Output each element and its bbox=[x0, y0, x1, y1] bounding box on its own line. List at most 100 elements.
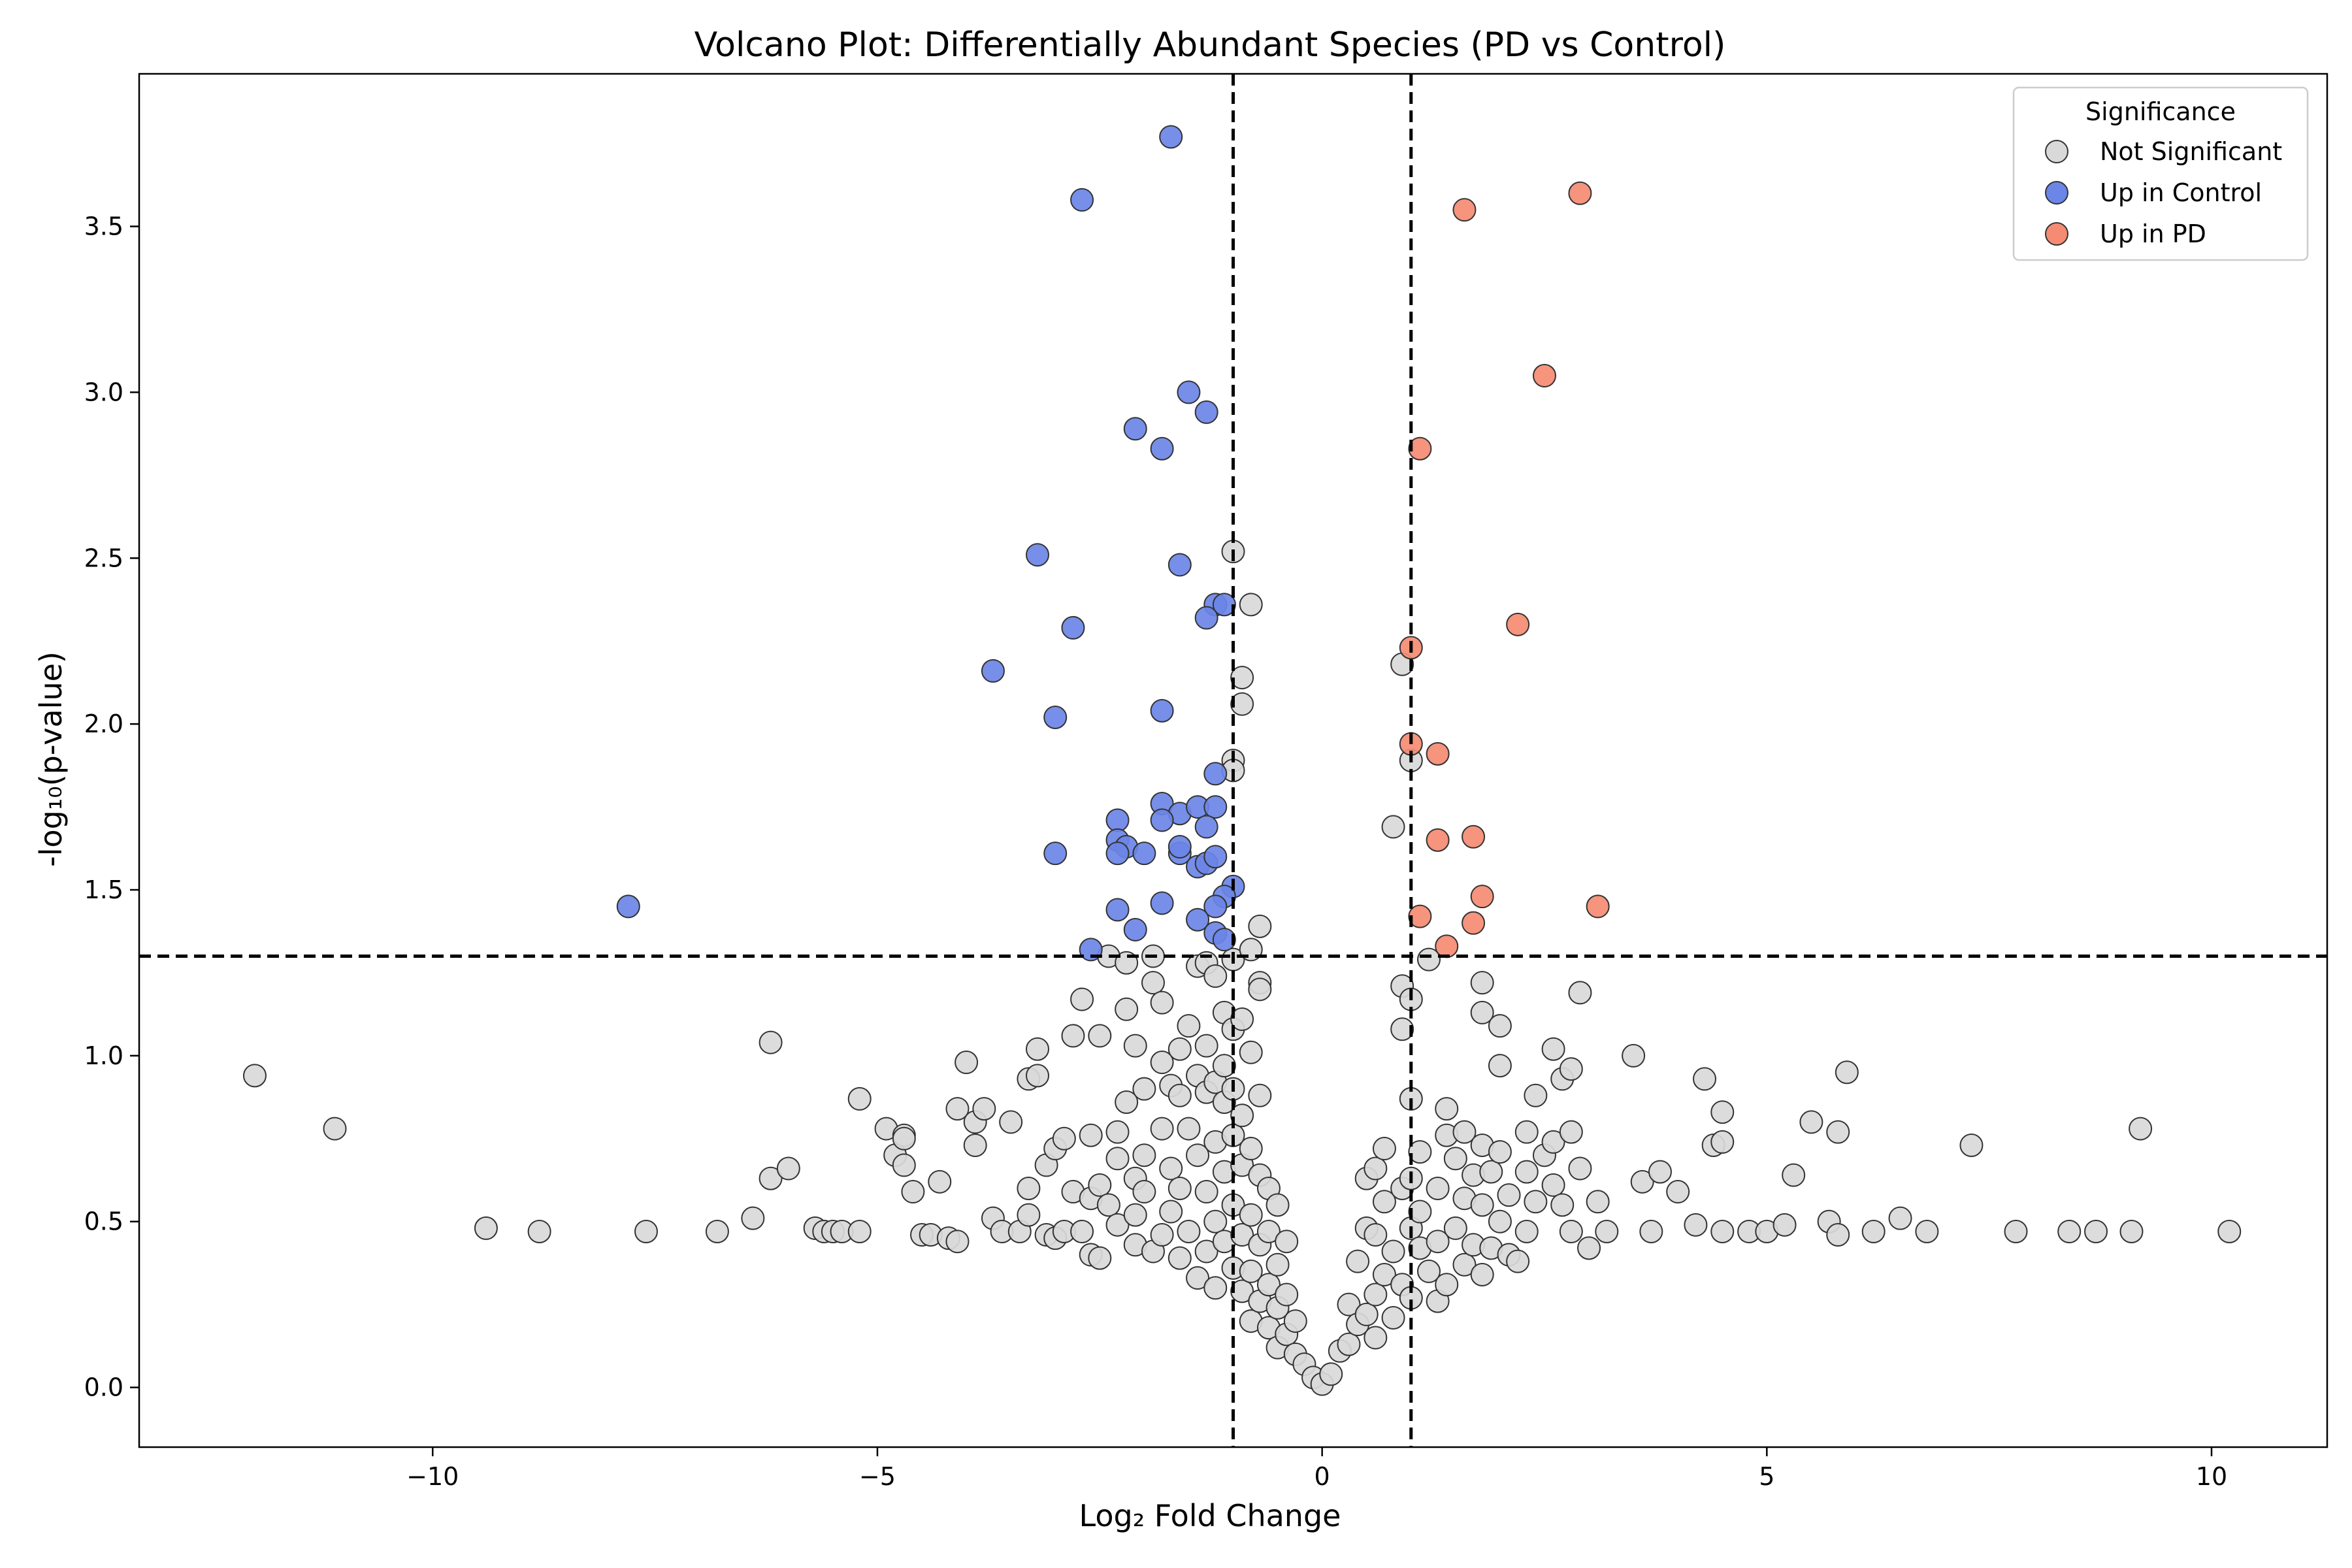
point-not-significant bbox=[999, 1110, 1023, 1134]
point-not-significant bbox=[1514, 1120, 1539, 1144]
point-not-significant bbox=[1203, 1209, 1228, 1233]
point-not-significant bbox=[1684, 1213, 1708, 1237]
point-not-significant bbox=[1248, 1083, 1272, 1107]
point-not-significant bbox=[1452, 1252, 1477, 1277]
point-up-in-pd bbox=[1532, 364, 1556, 388]
point-not-significant bbox=[1177, 1219, 1201, 1243]
point-up-in-pd bbox=[1568, 181, 1592, 205]
point-not-significant bbox=[1230, 1103, 1254, 1128]
point-not-significant bbox=[1559, 1057, 1583, 1081]
legend-title: Significance bbox=[2085, 97, 2236, 126]
point-not-significant bbox=[955, 1051, 979, 1075]
point-not-significant bbox=[1488, 1209, 1512, 1233]
point-not-significant bbox=[1230, 1007, 1254, 1032]
point-not-significant bbox=[1115, 997, 1139, 1021]
point-not-significant bbox=[1186, 1143, 1210, 1168]
point-up-in-control bbox=[1105, 808, 1130, 832]
point-not-significant bbox=[1132, 1077, 1156, 1101]
point-not-significant bbox=[1105, 1213, 1130, 1237]
point-not-significant bbox=[1186, 1266, 1210, 1290]
point-not-significant bbox=[2004, 1219, 2028, 1243]
y-tick-label: 1.5 bbox=[84, 875, 123, 904]
point-not-significant bbox=[1915, 1219, 1939, 1243]
point-not-significant bbox=[1372, 1190, 1396, 1214]
legend-entry-not-significant: Not Significant bbox=[2045, 137, 2282, 166]
point-not-significant bbox=[1541, 1037, 1565, 1061]
y-tick-label: 1.0 bbox=[84, 1041, 123, 1070]
point-not-significant bbox=[1194, 1034, 1218, 1058]
x-axis-ticks: −10 −5 0 5 10 bbox=[406, 1447, 2227, 1491]
point-not-significant bbox=[1159, 1200, 1183, 1224]
point-not-significant bbox=[1168, 1037, 1192, 1061]
threshold-lines bbox=[139, 74, 2327, 1447]
point-up-in-pd bbox=[1435, 934, 1459, 958]
point-not-significant bbox=[1861, 1219, 1886, 1243]
point-not-significant bbox=[2129, 1117, 2153, 1141]
point-not-significant bbox=[1381, 1305, 1405, 1330]
point-not-significant bbox=[1666, 1180, 1690, 1204]
point-up-in-control bbox=[1194, 400, 1218, 424]
legend-marker-not-significant bbox=[2045, 140, 2068, 163]
point-up-in-control bbox=[1168, 835, 1192, 859]
point-up-in-pd bbox=[1506, 612, 1530, 636]
point-not-significant bbox=[1096, 1193, 1120, 1217]
legend: Significance Not Significant Up in Contr… bbox=[2012, 86, 2309, 261]
point-up-in-control bbox=[1043, 841, 1068, 866]
point-not-significant bbox=[1248, 977, 1272, 1002]
point-not-significant bbox=[759, 1166, 783, 1190]
point-not-significant bbox=[1239, 593, 1263, 617]
x-tick-label: 10 bbox=[2196, 1462, 2227, 1491]
y-tick-label: 2.5 bbox=[84, 544, 123, 572]
point-not-significant bbox=[1408, 1140, 1432, 1164]
point-up-in-control bbox=[1070, 188, 1094, 212]
point-not-significant bbox=[1710, 1130, 1735, 1154]
y-tick-label: 0.0 bbox=[84, 1373, 123, 1402]
point-not-significant bbox=[1470, 1000, 1494, 1024]
point-not-significant bbox=[1470, 1262, 1494, 1286]
point-not-significant bbox=[1088, 1246, 1112, 1270]
point-up-in-control bbox=[1043, 705, 1068, 729]
point-not-significant bbox=[1017, 1176, 1041, 1200]
point-not-significant bbox=[901, 1180, 925, 1204]
point-not-significant bbox=[1443, 1147, 1467, 1171]
point-not-significant bbox=[634, 1219, 658, 1243]
point-not-significant bbox=[1123, 1203, 1147, 1227]
point-not-significant bbox=[1266, 1193, 1290, 1217]
point-not-significant bbox=[776, 1156, 800, 1181]
x-tick-label: −5 bbox=[859, 1462, 896, 1491]
point-not-significant bbox=[1710, 1219, 1735, 1243]
legend-entry-up-in-pd: Up in PD bbox=[2045, 220, 2206, 248]
point-not-significant bbox=[847, 1086, 872, 1111]
point-not-significant bbox=[1488, 1014, 1512, 1038]
point-not-significant bbox=[1506, 1249, 1530, 1273]
point-not-significant bbox=[1115, 1090, 1139, 1114]
point-not-significant bbox=[963, 1133, 987, 1157]
point-not-significant bbox=[1052, 1126, 1076, 1151]
point-not-significant bbox=[1025, 1037, 1049, 1061]
y-tick-label: 3.5 bbox=[84, 212, 123, 241]
point-not-significant bbox=[527, 1219, 551, 1243]
point-not-significant bbox=[1266, 1252, 1290, 1277]
point-not-significant bbox=[1568, 1156, 1592, 1181]
point-not-significant bbox=[1639, 1219, 1663, 1243]
legend-marker-up-in-control bbox=[2045, 181, 2068, 204]
legend-entry-up-in-control: Up in Control bbox=[2045, 178, 2262, 207]
point-not-significant bbox=[1354, 1302, 1379, 1326]
x-axis-label: Log₂ Fold Change bbox=[1079, 1498, 1341, 1533]
point-not-significant bbox=[1381, 815, 1405, 839]
point-not-significant bbox=[1479, 1160, 1503, 1184]
point-up-in-pd bbox=[1426, 828, 1450, 852]
point-not-significant bbox=[1514, 1160, 1539, 1184]
point-not-significant bbox=[1541, 1130, 1565, 1154]
point-not-significant bbox=[1959, 1133, 1984, 1157]
point-up-in-control bbox=[1150, 808, 1174, 832]
point-not-significant bbox=[1230, 1223, 1254, 1247]
point-not-significant bbox=[1123, 1034, 1147, 1058]
point-not-significant bbox=[1826, 1223, 1850, 1247]
point-not-significant bbox=[1497, 1183, 1521, 1207]
legend-label-up-in-pd: Up in PD bbox=[2100, 220, 2206, 248]
point-not-significant bbox=[972, 1097, 996, 1121]
point-not-significant bbox=[892, 1153, 916, 1177]
legend-box bbox=[2012, 86, 2309, 261]
point-not-significant bbox=[1239, 1040, 1263, 1064]
